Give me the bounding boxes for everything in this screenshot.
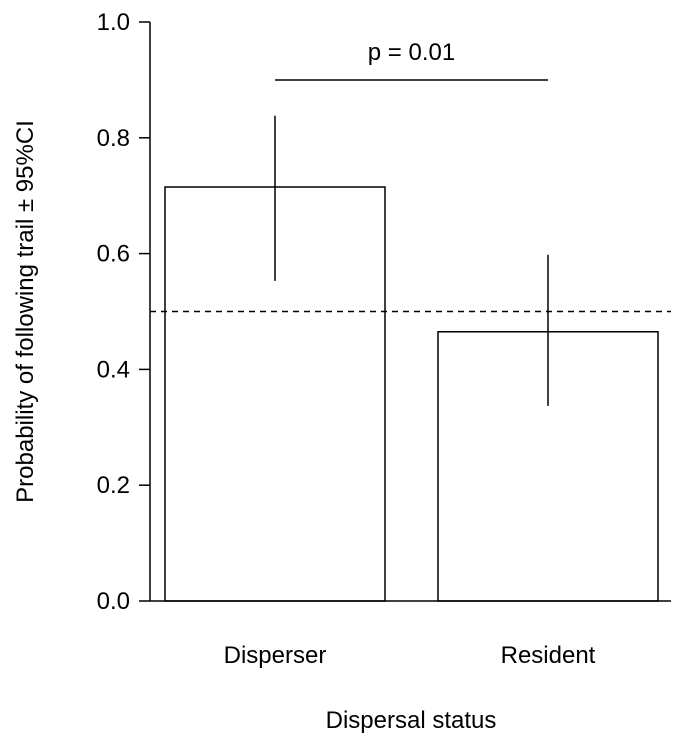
x-axis-title: Dispersal status bbox=[326, 707, 497, 734]
y-axis: 0.0 0.2 0.4 0.6 0.8 1.0 bbox=[97, 9, 151, 615]
x-axis-labels: Disperser Resident bbox=[224, 642, 596, 669]
y-tick-label: 0.6 bbox=[97, 241, 130, 268]
bars-group bbox=[164, 186, 659, 602]
significance-label: p = 0.01 bbox=[368, 39, 455, 66]
y-tick-label: 0.4 bbox=[97, 356, 130, 383]
x-tick-label-disperser: Disperser bbox=[224, 642, 327, 669]
y-tick-label: 1.0 bbox=[97, 9, 130, 36]
y-tick-label: 0.8 bbox=[97, 125, 130, 152]
error-bars-group bbox=[274, 115, 549, 406]
x-tick-label-resident: Resident bbox=[501, 642, 596, 669]
y-axis-title: Probability of following trail ± 95%CI bbox=[12, 120, 39, 503]
y-tick-label: 0.2 bbox=[97, 472, 130, 499]
y-tick-label: 0.0 bbox=[97, 588, 130, 615]
